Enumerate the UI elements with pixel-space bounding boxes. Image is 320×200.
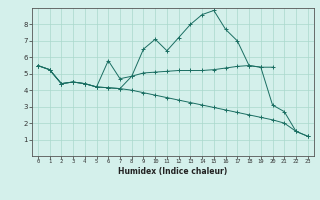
X-axis label: Humidex (Indice chaleur): Humidex (Indice chaleur) bbox=[118, 167, 228, 176]
